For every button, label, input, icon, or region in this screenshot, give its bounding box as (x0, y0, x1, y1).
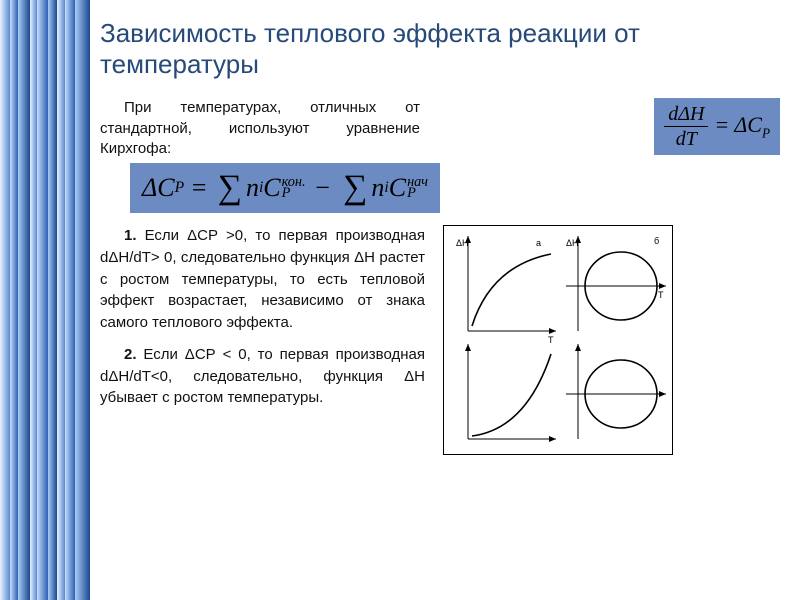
paragraph-2: 2. Если ΔСР < 0, то первая производная d… (100, 344, 425, 409)
intro-text: При температурах, отличных от стандартно… (100, 98, 420, 159)
slide-title: Зависимость теплового эффекта реакции от… (100, 18, 780, 80)
panel-a-xlabel: T (548, 335, 554, 345)
panel-b-lower (566, 344, 666, 439)
panel-b-ylabel: ΔH (566, 238, 579, 248)
paragraph-1: 1. Если ΔСР >0, то первая производная dΔ… (100, 225, 425, 334)
eq-denominator: dT (676, 127, 697, 149)
eq-rhs: = ΔCP (708, 112, 770, 141)
panel-a-lower (465, 344, 556, 442)
panel-a-upper: ΔH T а (456, 236, 556, 345)
panel-b-upper: ΔH T б (566, 236, 666, 331)
eq-numerator: dΔH (664, 104, 708, 127)
background-stripes (0, 0, 90, 600)
equation-delta-cp: ΔCP = ∑ ni Cкон.P − ∑ ni CначP (130, 163, 440, 213)
panel-a-ylabel: ΔH (456, 238, 469, 248)
panel-b-xlabel: T (658, 290, 664, 300)
body-text: 1. Если ΔСР >0, то первая производная dΔ… (100, 225, 425, 455)
graph-panel: ΔH T а (443, 225, 673, 455)
panel-a-label: а (536, 238, 541, 248)
panel-b-label: б (654, 236, 659, 246)
equation-kirchhoff: dΔH dT = ΔCP (654, 98, 780, 155)
